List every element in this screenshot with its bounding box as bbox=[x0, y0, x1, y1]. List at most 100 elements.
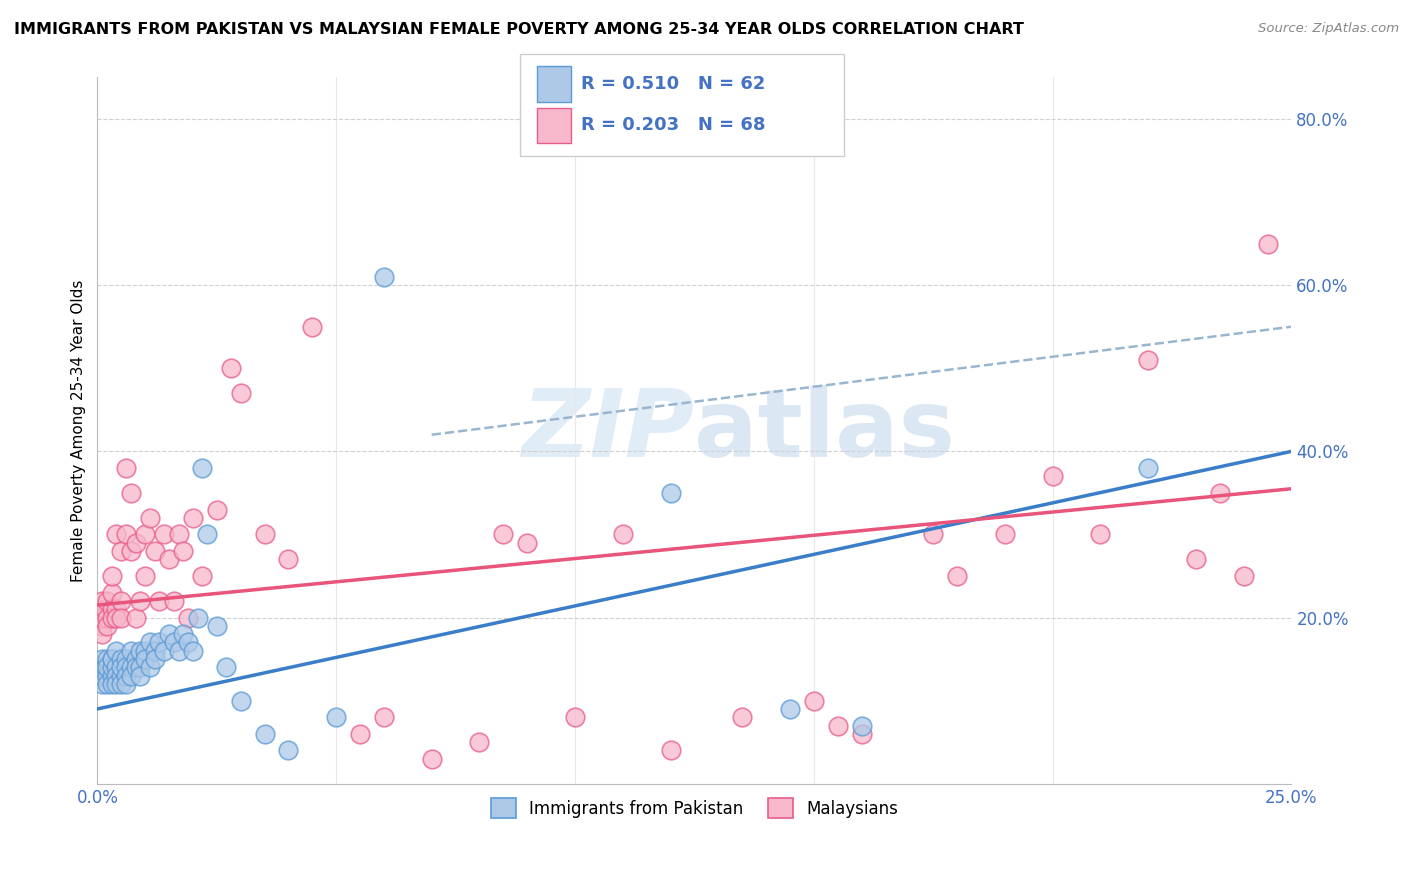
Point bbox=[277, 552, 299, 566]
Point bbox=[134, 644, 156, 658]
Point bbox=[100, 569, 122, 583]
Point bbox=[827, 718, 849, 732]
Point bbox=[91, 610, 114, 624]
Point bbox=[1257, 236, 1279, 251]
Point bbox=[105, 527, 128, 541]
Point bbox=[277, 743, 299, 757]
Point bbox=[1137, 461, 1160, 475]
Point bbox=[373, 710, 395, 724]
Point bbox=[124, 610, 146, 624]
Point bbox=[91, 619, 114, 633]
Point bbox=[100, 652, 122, 666]
Point bbox=[96, 610, 118, 624]
Point bbox=[167, 644, 190, 658]
Point bbox=[1042, 469, 1064, 483]
Point bbox=[325, 710, 347, 724]
Point bbox=[96, 652, 118, 666]
Point bbox=[134, 652, 156, 666]
Point bbox=[115, 527, 138, 541]
Point bbox=[100, 677, 122, 691]
Point bbox=[215, 660, 238, 674]
Point bbox=[191, 569, 214, 583]
Point bbox=[229, 386, 252, 401]
Point bbox=[994, 527, 1017, 541]
Point bbox=[167, 527, 190, 541]
Point bbox=[143, 544, 166, 558]
Point bbox=[851, 727, 873, 741]
Point bbox=[105, 677, 128, 691]
Point bbox=[1233, 569, 1256, 583]
Point bbox=[93, 602, 115, 616]
Point bbox=[253, 727, 276, 741]
Point bbox=[205, 502, 228, 516]
Point bbox=[110, 544, 132, 558]
Point bbox=[120, 660, 142, 674]
Point bbox=[153, 527, 176, 541]
Point bbox=[110, 669, 132, 683]
Point bbox=[105, 669, 128, 683]
Point bbox=[157, 552, 180, 566]
Point bbox=[96, 677, 118, 691]
Point bbox=[105, 610, 128, 624]
Point bbox=[105, 660, 128, 674]
Point bbox=[172, 544, 194, 558]
Text: R = 0.203   N = 68: R = 0.203 N = 68 bbox=[581, 117, 765, 135]
Point bbox=[129, 660, 152, 674]
Point bbox=[120, 486, 142, 500]
Point bbox=[139, 511, 162, 525]
Point bbox=[1209, 486, 1232, 500]
Point bbox=[91, 669, 114, 683]
Point bbox=[100, 585, 122, 599]
Point bbox=[163, 594, 186, 608]
Point bbox=[91, 677, 114, 691]
Point bbox=[349, 727, 371, 741]
Point bbox=[301, 319, 323, 334]
Point bbox=[100, 660, 122, 674]
Point bbox=[100, 669, 122, 683]
Point bbox=[181, 644, 204, 658]
Point bbox=[253, 527, 276, 541]
Point bbox=[612, 527, 634, 541]
Point bbox=[731, 710, 754, 724]
Point bbox=[163, 635, 186, 649]
Point bbox=[803, 693, 825, 707]
Legend: Immigrants from Pakistan, Malaysians: Immigrants from Pakistan, Malaysians bbox=[484, 791, 905, 825]
Point bbox=[100, 610, 122, 624]
Point bbox=[779, 702, 801, 716]
Point bbox=[91, 594, 114, 608]
Point bbox=[105, 644, 128, 658]
Point bbox=[1137, 353, 1160, 368]
Point bbox=[100, 652, 122, 666]
Point bbox=[468, 735, 491, 749]
Point bbox=[659, 743, 682, 757]
Point bbox=[148, 635, 170, 649]
Text: ZIP: ZIP bbox=[522, 384, 695, 476]
Text: IMMIGRANTS FROM PAKISTAN VS MALAYSIAN FEMALE POVERTY AMONG 25-34 YEAR OLDS CORRE: IMMIGRANTS FROM PAKISTAN VS MALAYSIAN FE… bbox=[14, 22, 1024, 37]
Point bbox=[129, 644, 152, 658]
Point bbox=[115, 461, 138, 475]
Point bbox=[181, 511, 204, 525]
Point bbox=[129, 594, 152, 608]
Point bbox=[100, 602, 122, 616]
Point bbox=[120, 644, 142, 658]
Point bbox=[922, 527, 945, 541]
Point bbox=[124, 535, 146, 549]
Point bbox=[659, 486, 682, 500]
Point bbox=[134, 569, 156, 583]
Point bbox=[172, 627, 194, 641]
Text: atlas: atlas bbox=[695, 384, 956, 476]
Point bbox=[124, 652, 146, 666]
Point bbox=[219, 361, 242, 376]
Point bbox=[120, 544, 142, 558]
Point bbox=[96, 619, 118, 633]
Point bbox=[205, 619, 228, 633]
Point bbox=[420, 752, 443, 766]
Point bbox=[946, 569, 969, 583]
Point bbox=[564, 710, 586, 724]
Point bbox=[110, 677, 132, 691]
Point bbox=[105, 602, 128, 616]
Point bbox=[110, 652, 132, 666]
Point bbox=[110, 610, 132, 624]
Point bbox=[229, 693, 252, 707]
Point bbox=[124, 660, 146, 674]
